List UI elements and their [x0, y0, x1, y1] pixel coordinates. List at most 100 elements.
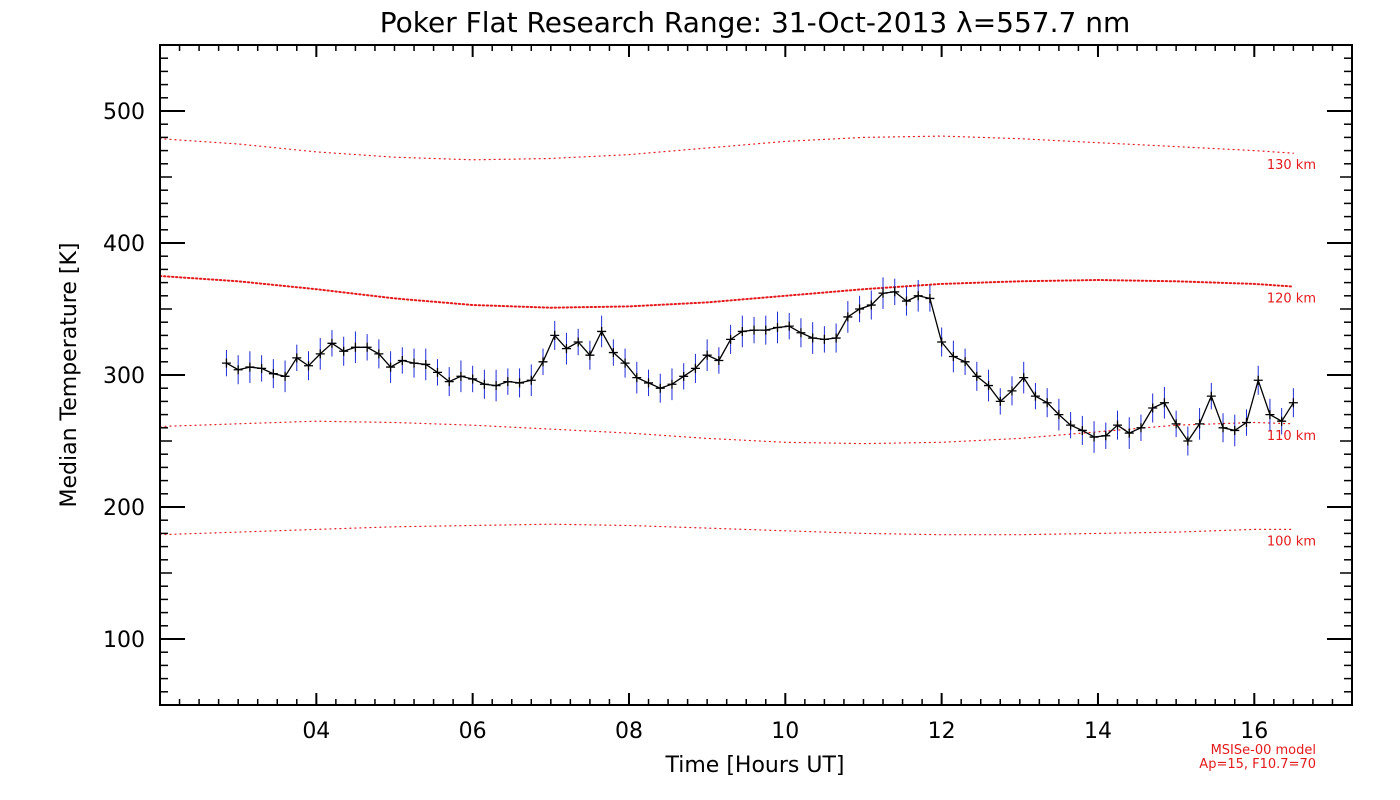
data-point — [690, 363, 700, 373]
data-point — [878, 288, 888, 298]
data-point — [421, 359, 431, 369]
x-tick-label: 04 — [302, 719, 330, 744]
data-point — [538, 357, 548, 367]
y-tick-label: 100 — [103, 628, 145, 653]
data-point — [268, 369, 278, 379]
data-point — [221, 358, 231, 368]
data-point — [362, 342, 372, 352]
data-point — [1206, 391, 1216, 401]
data-point — [1042, 398, 1052, 408]
data-point — [901, 296, 911, 306]
data-point — [315, 349, 325, 359]
data-point — [1077, 425, 1087, 435]
data-point — [702, 350, 712, 360]
data-point — [245, 362, 255, 372]
data-point — [409, 358, 419, 368]
data-point — [784, 321, 794, 331]
data-point — [339, 346, 349, 356]
model-curve-label: 110 km — [1267, 429, 1316, 444]
y-tick-label: 300 — [103, 364, 145, 389]
data-point — [1218, 423, 1228, 433]
model-curve-line — [159, 275, 1295, 309]
data-point — [1148, 403, 1158, 413]
model-curve-line — [159, 420, 1295, 445]
data-point — [644, 378, 654, 388]
axis-ticks: 04 06 08 10 12 14 16 100 200 300 400 500 — [103, 45, 1352, 744]
data-point — [1265, 410, 1275, 420]
data-point — [1101, 431, 1111, 441]
data-point — [913, 291, 923, 301]
data-point — [761, 325, 771, 335]
data-point — [948, 352, 958, 362]
data-point — [726, 334, 736, 344]
data-point — [620, 358, 630, 368]
data-point — [655, 383, 665, 393]
x-tick-label: 12 — [928, 719, 956, 744]
y-tick-label: 400 — [103, 232, 145, 257]
y-tick-label: 500 — [103, 100, 145, 125]
data-series — [221, 277, 1298, 456]
data-point — [1030, 391, 1040, 401]
model-params-annotation: Ap=15, F10.7=70 — [1199, 757, 1316, 772]
data-point — [374, 349, 384, 359]
data-point — [1230, 425, 1240, 435]
data-point — [550, 330, 560, 340]
data-point — [772, 322, 782, 332]
data-point — [573, 337, 583, 347]
data-point — [831, 333, 841, 343]
data-point — [995, 396, 1005, 406]
data-point — [585, 350, 595, 360]
y-axis-title: Median Temperature [K] — [57, 243, 82, 508]
data-point — [679, 371, 689, 381]
data-point — [491, 381, 501, 391]
data-point — [561, 344, 571, 354]
x-tick-label: 10 — [771, 719, 799, 744]
data-point — [350, 342, 360, 352]
data-point — [468, 374, 478, 384]
model-annotation: MSISe-00 model — [1211, 743, 1316, 758]
data-point — [386, 362, 396, 372]
x-axis-title: Time [Hours UT] — [665, 753, 845, 778]
data-point — [327, 338, 337, 348]
data-point — [796, 328, 806, 338]
data-point — [937, 337, 947, 347]
data-point — [855, 304, 865, 314]
data-point — [456, 371, 466, 381]
data-point — [1066, 420, 1076, 430]
data-point — [292, 353, 302, 363]
data-point — [1253, 375, 1263, 385]
data-point — [280, 371, 290, 381]
model-curve-label: 120 km — [1267, 292, 1316, 307]
data-point — [925, 293, 935, 303]
data-point — [479, 379, 489, 389]
data-point — [1054, 410, 1064, 420]
chart-title: Poker Flat Research Range: 31-Oct-2013 λ… — [380, 6, 1131, 39]
data-point — [1171, 419, 1181, 429]
data-point — [1159, 398, 1169, 408]
data-point — [1113, 420, 1123, 430]
x-tick-label: 16 — [1240, 719, 1268, 744]
data-point — [749, 325, 759, 335]
data-point — [714, 355, 724, 365]
data-point — [526, 375, 536, 385]
data-point — [808, 333, 818, 343]
data-point — [1136, 423, 1146, 433]
data-point — [444, 377, 454, 387]
data-point — [984, 381, 994, 391]
data-point — [632, 373, 642, 383]
model-curve-label: 130 km — [1267, 158, 1316, 173]
data-point — [1007, 386, 1017, 396]
data-point — [1195, 419, 1205, 429]
data-point — [515, 378, 525, 388]
data-point — [843, 312, 853, 322]
data-point — [397, 355, 407, 365]
x-tick-label: 06 — [459, 719, 487, 744]
data-point — [432, 367, 442, 377]
data-point — [1089, 432, 1099, 442]
y-tick-label: 200 — [103, 496, 145, 521]
x-tick-label: 08 — [615, 719, 643, 744]
model-curve-line — [159, 523, 1295, 536]
data-point — [304, 361, 314, 371]
